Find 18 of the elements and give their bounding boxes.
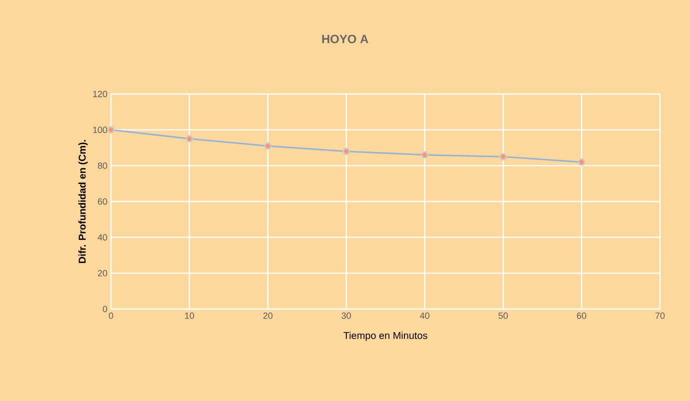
x-tick-label: 40 bbox=[420, 312, 430, 319]
y-tick-label: 0 bbox=[102, 306, 108, 312]
y-tick-label: 120 bbox=[93, 90, 108, 98]
y-tick-label: 100 bbox=[93, 126, 108, 134]
y-axis-title: Difr. Profundidad en (Cm). bbox=[78, 140, 88, 263]
y-tick-label: 80 bbox=[98, 162, 108, 169]
chart-title: HOYO A bbox=[322, 34, 368, 44]
x-tick-label: 20 bbox=[263, 312, 272, 319]
x-tick-label: 10 bbox=[185, 312, 194, 319]
x-axis-title: Tiempo en Minutos bbox=[344, 332, 428, 341]
x-tick-label: 70 bbox=[655, 312, 665, 319]
x-tick-label: 50 bbox=[498, 312, 508, 319]
y-tick-label: 40 bbox=[98, 234, 108, 241]
x-tick-label: 0 bbox=[108, 312, 114, 319]
x-tick-label: 60 bbox=[577, 312, 586, 319]
x-tick-label: 30 bbox=[342, 312, 351, 319]
y-tick-label: 20 bbox=[98, 270, 108, 276]
y-tick-label: 60 bbox=[98, 198, 108, 205]
